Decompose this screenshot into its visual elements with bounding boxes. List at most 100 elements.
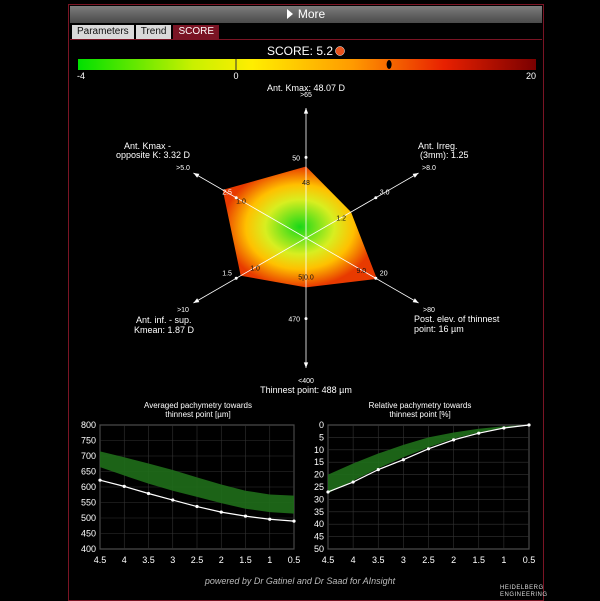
radar-mid-dot (304, 155, 308, 159)
chart0-title-2: thinnest point [µm] (165, 410, 231, 419)
radar-value-label: 9.0 (356, 268, 366, 275)
infsup-label-2: Kmean: 1.87 D (134, 325, 195, 335)
radar-axes: 50 >65 48 3.0 >8.0 1.2 20 >80 9.0 470 <400 5|0.0 1.5… (176, 92, 436, 385)
chart-point (477, 431, 481, 435)
radar-axis-arrow (193, 298, 200, 303)
logo-line-1: HEIDELBERG (500, 585, 544, 591)
tab-trend[interactable]: Trend (135, 25, 172, 39)
chart-ytick-label: 700 (81, 451, 96, 461)
chart-ytick-label: 5 (319, 432, 324, 442)
chart-point (401, 458, 405, 462)
chart-ytick-label: 25 (314, 482, 324, 492)
chart-xtick-label: 2 (451, 555, 456, 565)
chart-xtick-label: 3 (170, 555, 175, 565)
radar-mid-label: 2.5 (222, 190, 232, 197)
relative-pachymetry-chart: Relative pachymetry towards thinnest poi… (314, 401, 535, 565)
radar-mid-label: 470 (288, 317, 300, 324)
chart-ytick-label: 600 (81, 482, 96, 492)
more-button[interactable]: More (70, 6, 542, 23)
chart-xtick-label: 4 (122, 555, 127, 565)
kopp-label-2: opposite K: 3.32 D (116, 150, 191, 160)
heidelberg-logo: HEIDELBERG ENGINEERING (500, 585, 548, 599)
radar-end-label: >8.0 (422, 165, 436, 172)
chart-xtick-label: 4.5 (322, 555, 335, 565)
chart-point (292, 519, 296, 523)
infsup-label-1: Ant. inf. - sup. (136, 315, 192, 325)
radar-axis-line (305, 172, 419, 239)
score-gradient-bar (78, 59, 536, 70)
radar-end-label: >80 (423, 307, 435, 314)
chart-point (326, 490, 330, 494)
chart-ytick-label: 20 (314, 470, 324, 480)
score-zero-label: 0 (233, 71, 238, 81)
tab-score[interactable]: SCORE (173, 25, 220, 39)
chart-point (98, 478, 102, 482)
chart-xtick-label: 3 (401, 555, 406, 565)
radar-end-label: >65 (300, 92, 312, 99)
chart-xtick-label: 1 (501, 555, 506, 565)
score-max-label: 20 (526, 71, 536, 81)
chart-normal-band (100, 451, 294, 514)
chart-xtick-label: 4.5 (94, 555, 107, 565)
radar-axis-line (305, 237, 419, 304)
chart-point (502, 426, 506, 430)
score-min-label: -4 (77, 71, 85, 81)
radar-axis-arrow (412, 173, 419, 178)
chart-ytick-label: 30 (314, 494, 324, 504)
tab-bar: Parameters Trend SCORE (72, 25, 220, 39)
chart-point (268, 517, 272, 521)
radar-top-label: Ant. Kmax: 48.07 D (267, 83, 346, 93)
chart-point (452, 438, 456, 442)
chart-xtick-label: 3.5 (372, 555, 385, 565)
score-marker (386, 60, 392, 69)
radar-chart: 50 >65 48 3.0 >8.0 1.2 20 >80 9.0 470 <400 5|0.0 1.5… (116, 83, 500, 395)
chart-ytick-label: 35 (314, 507, 324, 517)
chart-point (122, 484, 126, 488)
post-label-2: point: 16 µm (414, 324, 464, 334)
chart-point (195, 504, 199, 509)
radar-mid-label: 3.0 (380, 190, 390, 197)
chart1-title-2: thinnest point [%] (389, 410, 450, 419)
radar-mid-dot (234, 196, 238, 200)
chart-ytick-label: 15 (314, 457, 324, 467)
radar-mid-label: 1.5 (222, 270, 232, 277)
radar-mid-label: 50 (292, 155, 300, 162)
chart-xtick-label: 1.5 (239, 555, 252, 565)
chart-ytick-label: 45 (314, 532, 324, 542)
chart-ytick-label: 500 (81, 513, 96, 523)
radar-value-label: 1.0 (250, 265, 260, 272)
irreg-label-2: (3mm): 1.25 (420, 150, 469, 160)
chart-xtick-label: 3.5 (142, 555, 155, 565)
footer-credit: powered by Dr Gatinel and Dr Saad for AI… (204, 576, 396, 586)
radar-mid-dot (374, 276, 378, 280)
radar-end-label: >5.0 (176, 165, 190, 172)
radar-value-label: 1.2 (336, 216, 346, 223)
radar-end-label: <400 (298, 378, 314, 385)
chart-point (426, 447, 431, 451)
radar-mid-dot (234, 276, 238, 280)
tab-parameters[interactable]: Parameters (72, 25, 134, 39)
chart0-title-1: Averaged pachymetry towards (144, 401, 252, 410)
chart-xtick-label: 2 (219, 555, 224, 565)
radar-value-label: 1.0 (236, 198, 246, 205)
chart-xtick-label: 2.5 (422, 555, 435, 565)
score-panel: SCORE: 5.2 -4 0 20 50>65483.0>8.01.220>8… (77, 44, 536, 565)
chart-ytick-label: 0 (319, 420, 324, 430)
chart-point (171, 498, 175, 502)
radar-axis-arrow (303, 108, 309, 114)
tab-underline (70, 39, 542, 40)
chart-ytick-label: 400 (81, 544, 96, 554)
radar-mid-label: 20 (380, 270, 388, 277)
radar-axis-arrow (412, 298, 419, 303)
chart-point (376, 468, 380, 472)
radar-bottom-label: Thinnest point: 488 µm (260, 385, 352, 395)
chart-xtick-label: 4 (351, 555, 356, 565)
radar-axis-line (193, 172, 307, 239)
chart-ytick-label: 650 (81, 467, 96, 477)
chart-xtick-label: 0.5 (523, 555, 536, 565)
radar-polygon (222, 166, 377, 288)
radar-mid-dot (304, 317, 308, 321)
chart-point (146, 491, 151, 496)
irreg-label-1: Ant. Irreg. (418, 141, 458, 151)
radar-value-label: 48 (302, 180, 310, 187)
